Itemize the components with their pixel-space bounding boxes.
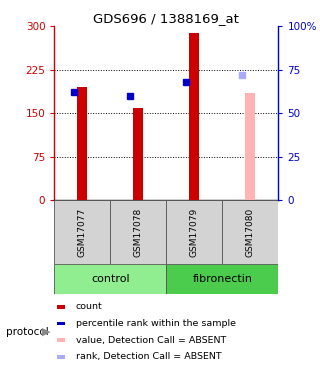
Bar bbox=[77, 87, 87, 200]
Text: protocol: protocol bbox=[6, 327, 49, 337]
Text: rank, Detection Call = ABSENT: rank, Detection Call = ABSENT bbox=[76, 352, 221, 361]
Bar bbox=[110, 200, 166, 264]
Text: ▶: ▶ bbox=[42, 327, 50, 337]
Text: fibronectin: fibronectin bbox=[192, 274, 252, 284]
Bar bbox=[57, 338, 65, 342]
Text: count: count bbox=[76, 302, 102, 311]
Bar bbox=[222, 200, 278, 264]
Text: control: control bbox=[91, 274, 130, 284]
Text: GSM17079: GSM17079 bbox=[190, 208, 199, 257]
Text: GSM17080: GSM17080 bbox=[246, 208, 255, 257]
Bar bbox=[166, 264, 278, 294]
Bar bbox=[57, 321, 65, 326]
Text: percentile rank within the sample: percentile rank within the sample bbox=[76, 319, 236, 328]
Bar bbox=[54, 264, 166, 294]
Bar bbox=[57, 355, 65, 359]
Text: GSM17078: GSM17078 bbox=[134, 208, 143, 257]
Bar bbox=[166, 200, 222, 264]
Text: value, Detection Call = ABSENT: value, Detection Call = ABSENT bbox=[76, 336, 226, 345]
Bar bbox=[57, 305, 65, 309]
Title: GDS696 / 1388169_at: GDS696 / 1388169_at bbox=[93, 12, 239, 25]
Bar bbox=[245, 93, 255, 200]
Bar bbox=[133, 108, 143, 200]
Bar bbox=[54, 200, 110, 264]
Bar bbox=[189, 33, 199, 200]
Text: GSM17077: GSM17077 bbox=[78, 208, 87, 257]
